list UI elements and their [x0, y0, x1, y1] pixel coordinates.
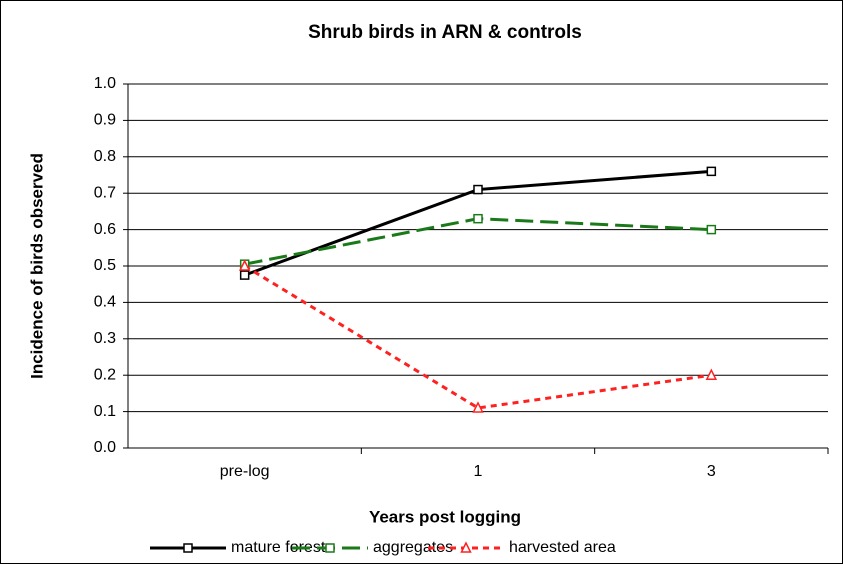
- x-tick-label: 3: [707, 463, 716, 480]
- chart-title: Shrub birds in ARN & controls: [308, 22, 582, 43]
- x-tick-label: 1: [474, 463, 483, 480]
- data-point: [706, 166, 717, 177]
- data-point: [472, 401, 484, 413]
- series-line: [243, 264, 712, 410]
- data-point: [473, 184, 483, 195]
- y-tick-label: 0.2: [94, 366, 116, 383]
- legend-label: mature forest: [231, 539, 326, 556]
- data-point: [705, 368, 718, 380]
- legend-marker: [460, 541, 472, 553]
- legend-marker: [325, 543, 335, 553]
- y-tick-label: 0.8: [94, 148, 116, 165]
- y-tick-label: 0.5: [94, 257, 116, 274]
- legend-label: aggregates: [373, 539, 453, 556]
- y-tick-label: 0.0: [94, 439, 116, 456]
- x-tick-label: pre-log: [220, 463, 270, 480]
- legend-label: harvested area: [509, 539, 616, 556]
- data-point: [706, 224, 717, 235]
- y-tick-label: 0.9: [94, 112, 116, 129]
- data-point: [238, 259, 251, 271]
- y-tick-label: 0.4: [94, 294, 116, 311]
- x-axis-label: Years post logging: [369, 507, 521, 526]
- y-tick-label: 0.1: [94, 403, 116, 420]
- data-point: [473, 213, 483, 224]
- legend-marker: [183, 543, 193, 553]
- data-point: [239, 270, 250, 280]
- y-tick-label: 0.6: [94, 221, 116, 238]
- y-tick-label: 0.3: [94, 330, 116, 347]
- y-axis-label: Incidence of birds observed: [27, 153, 46, 379]
- y-tick-label: 1.0: [94, 75, 116, 92]
- y-tick-label: 0.7: [94, 184, 116, 201]
